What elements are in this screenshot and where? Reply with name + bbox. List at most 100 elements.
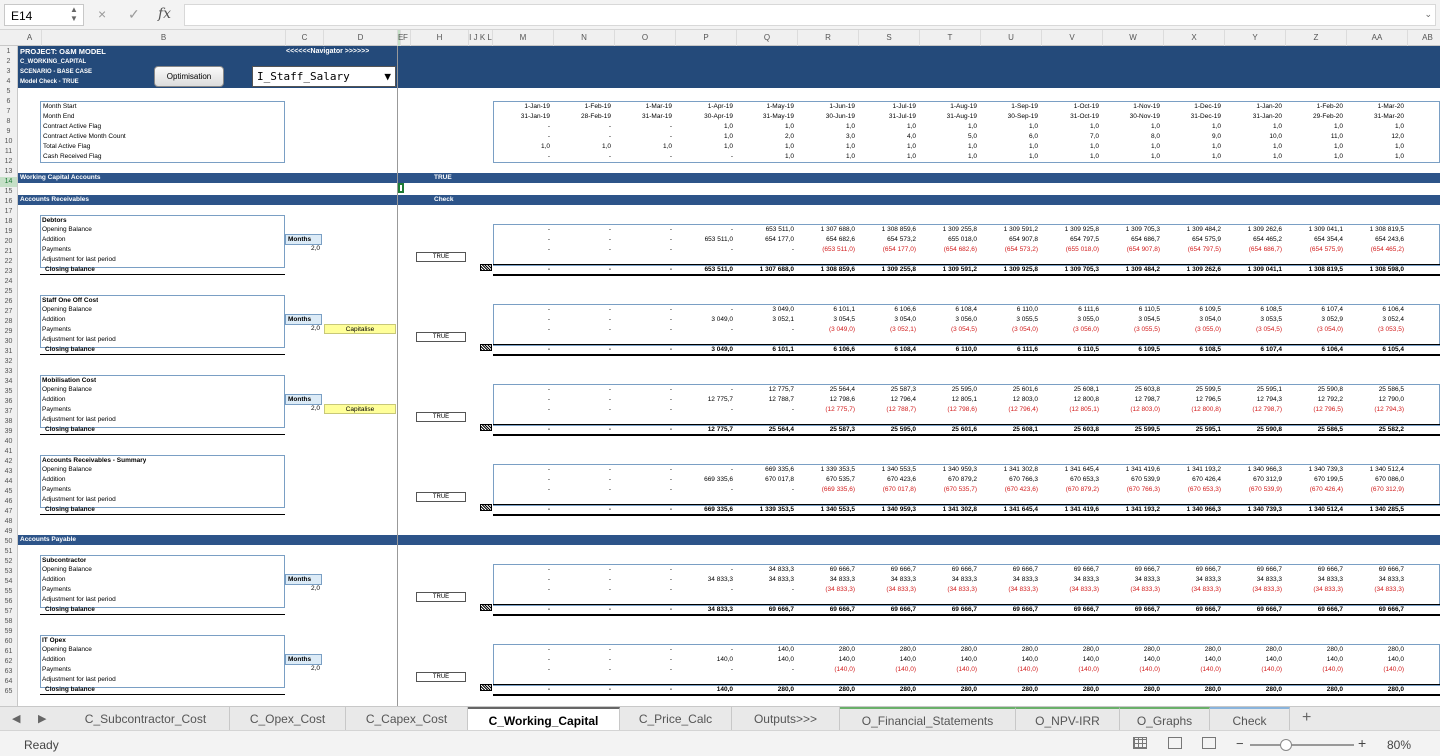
column-header-t[interactable]: T bbox=[920, 30, 981, 46]
row-header-23[interactable]: 23 bbox=[4, 268, 13, 275]
tab-check[interactable]: Check bbox=[1210, 707, 1290, 731]
column-header-d[interactable]: D bbox=[324, 30, 398, 46]
row-header-63[interactable]: 63 bbox=[4, 668, 13, 675]
row-header-16[interactable]: 16 bbox=[4, 198, 13, 205]
row-header-60[interactable]: 60 bbox=[4, 638, 13, 645]
column-header-ijkl[interactable]: I J K L bbox=[469, 30, 493, 46]
name-box[interactable]: E14 bbox=[4, 4, 84, 26]
enter-icon[interactable]: ✓ bbox=[128, 6, 140, 22]
row-header-44[interactable]: 44 bbox=[4, 478, 13, 485]
row-header-55[interactable]: 55 bbox=[4, 588, 13, 595]
column-header-v[interactable]: V bbox=[1042, 30, 1103, 46]
cancel-icon[interactable]: × bbox=[98, 6, 107, 22]
optimisation-button[interactable]: Optimisation bbox=[154, 66, 224, 87]
row-header-40[interactable]: 40 bbox=[4, 438, 13, 445]
row-header-42[interactable]: 42 bbox=[4, 458, 13, 465]
row-header-22[interactable]: 22 bbox=[4, 258, 13, 265]
dropdown-arrow-icon[interactable]: ▼ bbox=[384, 70, 391, 83]
row-header-33[interactable]: 33 bbox=[4, 368, 13, 375]
tab-prev-icon[interactable]: ◀ bbox=[12, 713, 21, 725]
row-header-65[interactable]: 65 bbox=[4, 688, 13, 695]
months-value[interactable]: 2,0 bbox=[310, 325, 320, 332]
row-header-50[interactable]: 50 bbox=[4, 538, 13, 545]
row-header-32[interactable]: 32 bbox=[4, 358, 13, 365]
row-header-7[interactable]: 7 bbox=[6, 108, 11, 115]
column-header-aa[interactable]: AA bbox=[1347, 30, 1408, 46]
name-box-stepper-icon[interactable]: ▲ ▼ bbox=[70, 5, 78, 23]
column-header-h[interactable]: H bbox=[411, 30, 469, 46]
row-header-56[interactable]: 56 bbox=[4, 598, 13, 605]
normal-view-icon[interactable] bbox=[1133, 737, 1147, 749]
row-header-37[interactable]: 37 bbox=[4, 408, 13, 415]
column-header-x[interactable]: X bbox=[1164, 30, 1225, 46]
column-header-a[interactable]: A bbox=[18, 30, 42, 46]
column-header-fg[interactable]: F G bbox=[401, 30, 411, 58]
column-header-u[interactable]: U bbox=[981, 30, 1042, 46]
tab-o-financial-statements[interactable]: O_Financial_Statements bbox=[840, 707, 1016, 731]
row-header-27[interactable]: 27 bbox=[4, 308, 13, 315]
row-header-9[interactable]: 9 bbox=[6, 128, 11, 135]
tab-outputs-[interactable]: Outputs>>> bbox=[732, 707, 840, 731]
tab-o-graphs[interactable]: O_Graphs bbox=[1120, 707, 1210, 731]
row-header-3[interactable]: 3 bbox=[6, 68, 11, 75]
column-header-e[interactable]: E bbox=[398, 30, 403, 46]
row-header-59[interactable]: 59 bbox=[4, 628, 13, 635]
tab-c-capex-cost[interactable]: C_Capex_Cost bbox=[346, 707, 468, 731]
row-header-46[interactable]: 46 bbox=[4, 498, 13, 505]
tab-c-working-capital[interactable]: C_Working_Capital bbox=[468, 707, 620, 731]
months-value[interactable]: 2,0 bbox=[310, 405, 320, 412]
column-header-b[interactable]: B bbox=[42, 30, 286, 46]
navigator-link[interactable]: <<<<<<Navigator >>>>>> bbox=[286, 48, 370, 55]
row-header-19[interactable]: 19 bbox=[4, 228, 13, 235]
row-header-51[interactable]: 51 bbox=[4, 548, 13, 555]
row-header-39[interactable]: 39 bbox=[4, 428, 13, 435]
column-header-o[interactable]: O bbox=[615, 30, 676, 46]
row-header-38[interactable]: 38 bbox=[4, 418, 13, 425]
capitalise-flag[interactable]: Capitalise bbox=[324, 404, 396, 414]
zoom-slider-handle[interactable] bbox=[1280, 739, 1293, 751]
formula-input[interactable] bbox=[184, 4, 1436, 26]
row-header-43[interactable]: 43 bbox=[4, 468, 13, 475]
row-header-57[interactable]: 57 bbox=[4, 608, 13, 615]
row-header-1[interactable]: 1 bbox=[6, 48, 11, 55]
column-header-ab[interactable]: AB bbox=[1408, 30, 1440, 46]
row-header-36[interactable]: 36 bbox=[4, 398, 13, 405]
row-header-18[interactable]: 18 bbox=[4, 218, 13, 225]
column-header-n[interactable]: N bbox=[554, 30, 615, 46]
sheet-grid[interactable]: PROJECT: O&M MODEL C_WORKING_CAPITAL SCE… bbox=[18, 46, 1440, 706]
row-header-34[interactable]: 34 bbox=[4, 378, 13, 385]
row-header-64[interactable]: 64 bbox=[4, 678, 13, 685]
months-value[interactable]: 2,0 bbox=[310, 245, 320, 252]
zoom-out-button[interactable]: − bbox=[1236, 736, 1244, 751]
row-header-5[interactable]: 5 bbox=[6, 88, 11, 95]
row-header-13[interactable]: 13 bbox=[4, 168, 13, 175]
row-header-25[interactable]: 25 bbox=[4, 288, 13, 295]
row-header-21[interactable]: 21 bbox=[4, 248, 13, 255]
row-header-35[interactable]: 35 bbox=[4, 388, 13, 395]
row-header-24[interactable]: 24 bbox=[4, 278, 13, 285]
tab-c-opex-cost[interactable]: C_Opex_Cost bbox=[230, 707, 346, 731]
row-header-31[interactable]: 31 bbox=[4, 348, 13, 355]
page-break-icon[interactable] bbox=[1202, 737, 1216, 749]
months-value[interactable]: 2,0 bbox=[310, 585, 320, 592]
add-sheet-button[interactable]: + bbox=[1302, 709, 1312, 726]
row-header-53[interactable]: 53 bbox=[4, 568, 13, 575]
row-header-54[interactable]: 54 bbox=[4, 578, 13, 585]
row-header-4[interactable]: 4 bbox=[6, 78, 11, 85]
column-header-z[interactable]: Z bbox=[1286, 30, 1347, 46]
row-header-29[interactable]: 29 bbox=[4, 328, 13, 335]
row-header-45[interactable]: 45 bbox=[4, 488, 13, 495]
column-header-p[interactable]: P bbox=[676, 30, 737, 46]
fx-icon[interactable]: fx bbox=[158, 6, 172, 22]
row-header-10[interactable]: 10 bbox=[4, 138, 13, 145]
column-header-w[interactable]: W bbox=[1103, 30, 1164, 46]
months-value[interactable]: 2,0 bbox=[310, 665, 320, 672]
column-header-c[interactable]: C bbox=[286, 30, 324, 46]
row-header-20[interactable]: 20 bbox=[4, 238, 13, 245]
row-header-11[interactable]: 11 bbox=[4, 148, 13, 155]
row-header-30[interactable]: 30 bbox=[4, 338, 13, 345]
row-header-62[interactable]: 62 bbox=[4, 658, 13, 665]
row-header-61[interactable]: 61 bbox=[4, 648, 13, 655]
row-header-41[interactable]: 41 bbox=[4, 448, 13, 455]
row-header-26[interactable]: 26 bbox=[4, 298, 13, 305]
